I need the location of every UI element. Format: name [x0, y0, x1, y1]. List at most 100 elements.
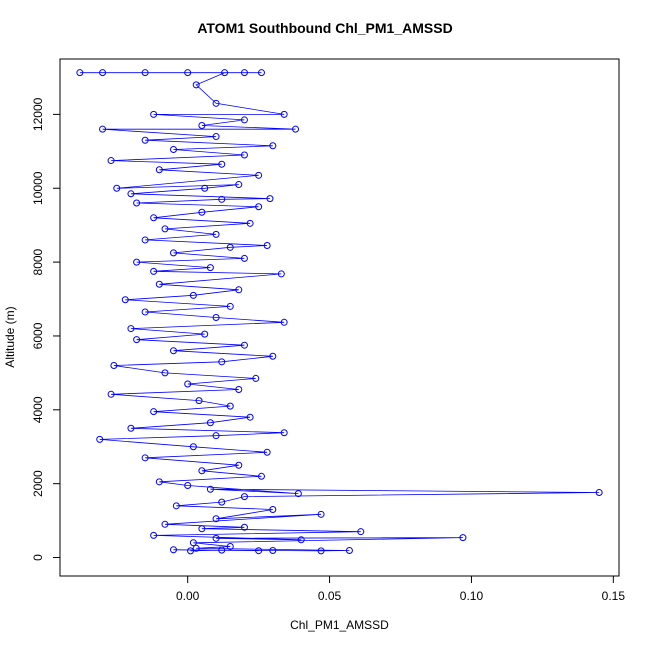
y-tick-label: 4000 — [31, 396, 45, 423]
data-point — [266, 195, 274, 203]
x-tick-label: 0.15 — [602, 589, 626, 603]
data-point — [99, 125, 107, 133]
data-point — [345, 547, 353, 555]
x-tick-label: 0.05 — [318, 589, 342, 603]
data-point — [141, 69, 149, 77]
y-axis: 0 2000 4000 6000 8000 10000 12000 — [31, 97, 61, 561]
data-point — [280, 110, 288, 118]
x-axis: 0.00 0.05 0.10 0.15 — [176, 575, 626, 603]
data-point — [240, 116, 248, 124]
data-point — [212, 133, 220, 141]
y-tick-label: 8000 — [31, 248, 45, 275]
data-point — [96, 435, 104, 443]
data-point — [240, 493, 248, 501]
data-point — [189, 291, 197, 299]
data-point — [235, 181, 243, 189]
data-point — [107, 157, 115, 165]
data-point — [161, 225, 169, 233]
data-point — [226, 542, 234, 550]
data-point — [240, 69, 248, 77]
data-point — [150, 408, 158, 416]
data-point — [255, 547, 263, 555]
series-path — [79, 72, 600, 552]
data-point — [133, 258, 141, 266]
data-point — [235, 461, 243, 469]
data-point — [192, 544, 200, 552]
data-point — [240, 523, 248, 531]
data-point — [235, 386, 243, 394]
data-point — [133, 199, 141, 207]
data-point — [127, 325, 135, 333]
data-point — [317, 547, 325, 555]
series-points — [76, 69, 603, 555]
data-point — [133, 336, 141, 344]
plot-frame — [59, 58, 620, 577]
data-point — [212, 230, 220, 238]
data-point — [240, 151, 248, 159]
data-point — [201, 330, 209, 338]
data-point — [263, 241, 271, 249]
data-point — [187, 547, 195, 555]
data-point — [218, 195, 226, 203]
data-point — [257, 472, 265, 480]
data-point — [277, 270, 285, 278]
data-point — [255, 203, 263, 211]
data-point — [212, 515, 220, 523]
data-point — [212, 432, 220, 440]
data-point — [189, 539, 197, 547]
data-point — [99, 69, 107, 77]
data-point — [170, 249, 178, 257]
y-tick-label: 12000 — [31, 97, 45, 131]
data-point — [76, 69, 84, 77]
data-point — [170, 145, 178, 153]
data-point — [150, 214, 158, 222]
data-point — [113, 184, 121, 192]
data-point — [218, 546, 226, 554]
data-point — [294, 490, 302, 498]
data-point — [155, 166, 163, 174]
data-point — [141, 308, 149, 316]
y-tick-label: 10000 — [31, 171, 45, 205]
data-point — [150, 267, 158, 275]
data-point — [170, 546, 178, 554]
data-point — [357, 528, 365, 536]
data-point — [240, 341, 248, 349]
data-point — [280, 429, 288, 437]
data-point — [198, 467, 206, 475]
x-tick-label: 0.00 — [176, 589, 200, 603]
data-point — [212, 99, 220, 107]
data-point — [201, 184, 209, 192]
data-point — [212, 314, 220, 321]
data-point — [212, 534, 220, 542]
data-point — [221, 69, 229, 77]
data-point — [170, 347, 178, 355]
data-point — [155, 478, 163, 486]
data-point — [240, 254, 248, 262]
data-point — [155, 280, 163, 288]
data-point — [198, 525, 206, 533]
data-point — [121, 296, 129, 304]
data-point — [226, 402, 234, 410]
data-point — [107, 390, 115, 398]
data-point — [195, 397, 203, 405]
data-point — [206, 264, 214, 272]
data-point — [252, 374, 260, 382]
data-point — [459, 534, 467, 542]
data-point — [127, 424, 135, 432]
data-point — [226, 243, 234, 251]
data-point — [255, 171, 263, 179]
data-point — [110, 362, 118, 370]
data-point — [292, 125, 300, 133]
data-point — [280, 318, 288, 326]
data-point — [172, 502, 180, 510]
data-point — [246, 219, 254, 227]
series-line — [79, 72, 600, 552]
data-point — [218, 498, 226, 506]
data-point — [198, 121, 206, 129]
data-point — [161, 520, 169, 528]
data-point — [269, 142, 277, 150]
data-point — [235, 286, 243, 294]
data-point — [297, 536, 305, 544]
data-point — [317, 510, 325, 518]
data-point — [269, 506, 277, 514]
